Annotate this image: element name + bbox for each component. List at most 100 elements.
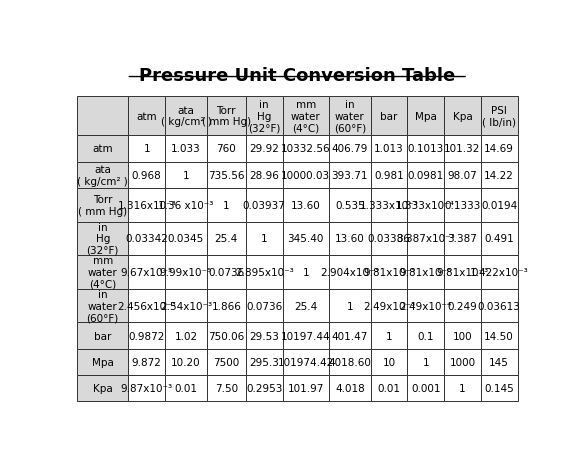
Bar [371,188,407,222]
Bar [444,136,481,162]
Text: 0.1013: 0.1013 [408,144,444,154]
Text: 0.535: 0.535 [335,200,365,210]
Bar [282,323,329,349]
Text: 0.1333: 0.1333 [444,200,481,210]
Text: 28.96: 28.96 [249,171,279,180]
Text: 1.866: 1.866 [211,301,241,311]
Bar [371,162,407,188]
Bar [481,162,517,188]
Text: 29.53: 29.53 [249,331,279,341]
Text: 9.81x10⁻⁵: 9.81x10⁻⁵ [363,268,415,278]
Text: 29.92: 29.92 [249,144,279,154]
Text: 2.54x10⁻³: 2.54x10⁻³ [160,301,212,311]
Bar [444,222,481,256]
Bar [77,222,128,256]
Text: 760: 760 [216,144,236,154]
Text: 1: 1 [303,268,309,278]
Text: 295.3: 295.3 [249,357,279,367]
Text: 1: 1 [347,301,353,311]
Text: 13.60: 13.60 [335,234,365,244]
Bar [246,375,282,401]
Text: 1.316x10⁻³: 1.316x10⁻³ [117,200,176,210]
Text: in
Hg
(32°F): in Hg (32°F) [86,222,119,255]
Bar [77,349,128,375]
Text: 9.872: 9.872 [132,357,162,367]
Bar [165,323,206,349]
Bar [246,188,282,222]
Bar [282,162,329,188]
Bar [206,349,246,375]
Bar [77,289,128,323]
Text: 750.06: 750.06 [208,331,244,341]
Bar [444,349,481,375]
Bar [246,162,282,188]
Bar [77,162,128,188]
Bar [246,96,282,136]
Text: Kpa: Kpa [93,383,113,393]
Bar [481,136,517,162]
Bar [77,375,128,401]
Text: 100: 100 [452,331,472,341]
Text: 3.387: 3.387 [448,234,477,244]
Text: 14.22: 14.22 [484,171,514,180]
Bar [329,162,371,188]
Bar [371,289,407,323]
Text: 1: 1 [183,171,189,180]
Bar [165,349,206,375]
Bar [246,222,282,256]
Text: Mpa: Mpa [415,111,437,121]
Text: 1: 1 [459,383,466,393]
Bar [481,375,517,401]
Text: 1: 1 [261,234,267,244]
Bar [282,222,329,256]
Bar [165,96,206,136]
Text: 1.033: 1.033 [171,144,201,154]
Text: 2.49x10⁻³: 2.49x10⁻³ [363,301,415,311]
Bar [329,256,371,289]
Bar [77,323,128,349]
Text: 735.56: 735.56 [208,171,245,180]
Bar [407,96,444,136]
Bar [282,188,329,222]
Bar [128,256,165,289]
Text: 1: 1 [422,357,429,367]
Text: 0.03937: 0.03937 [243,200,285,210]
Text: 0.0736: 0.0736 [208,268,244,278]
Bar [282,136,329,162]
Text: 101.32: 101.32 [444,144,481,154]
Bar [128,162,165,188]
Bar [481,323,517,349]
Bar [444,96,481,136]
Bar [329,136,371,162]
Bar [206,96,246,136]
Bar [282,375,329,401]
Bar [444,323,481,349]
Bar [444,289,481,323]
Text: 1: 1 [386,331,392,341]
Bar [444,256,481,289]
Text: 393.71: 393.71 [332,171,368,180]
Bar [246,289,282,323]
Text: atm: atm [136,111,157,121]
Text: 0.0194: 0.0194 [481,200,517,210]
Text: 14.50: 14.50 [484,331,514,341]
Bar [128,323,165,349]
Bar [77,256,128,289]
Text: 406.79: 406.79 [332,144,368,154]
Bar [165,136,206,162]
Text: in
water
(60°F): in water (60°F) [334,100,366,133]
Bar [407,289,444,323]
Bar [128,136,165,162]
Bar [282,289,329,323]
Text: 0.0736: 0.0736 [246,301,282,311]
Bar [407,323,444,349]
Bar [128,349,165,375]
Bar [206,323,246,349]
Text: PSI
( lb/in): PSI ( lb/in) [482,106,516,127]
Bar [128,222,165,256]
Bar [246,349,282,375]
Text: 25.4: 25.4 [215,234,238,244]
Text: 13.60: 13.60 [291,200,321,210]
Bar [206,136,246,162]
Text: 0.01: 0.01 [175,383,197,393]
